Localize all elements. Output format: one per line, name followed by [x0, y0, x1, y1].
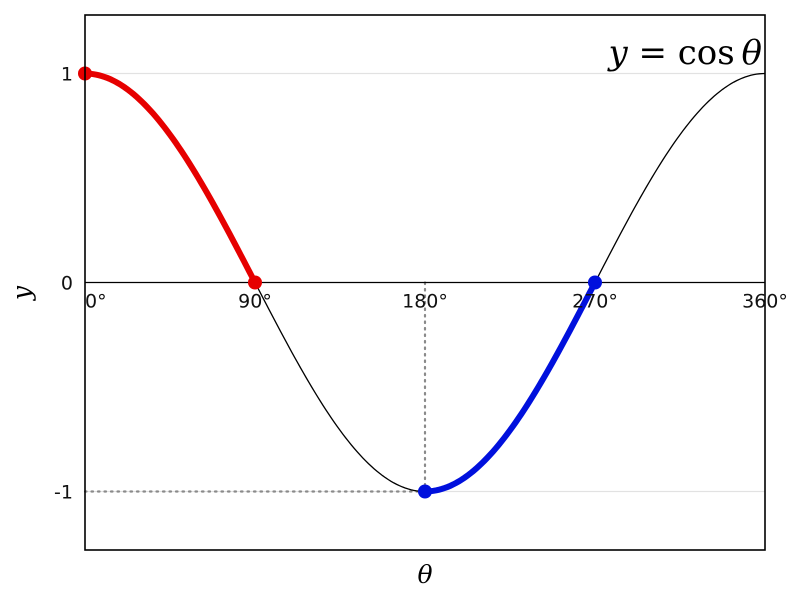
- title-theta: θ: [735, 33, 762, 73]
- plot-frame: [84, 14, 766, 551]
- blue-highlight-curve: [422, 279, 598, 495]
- blue-highlight-endpoint-dot: [418, 484, 432, 499]
- y-tick-label: 0: [61, 273, 73, 295]
- title-y: y: [606, 33, 628, 73]
- blue-highlight-endpoint-dot: [588, 275, 602, 290]
- red-highlight-curve: [82, 70, 258, 286]
- plot-layer: 0° 90° 180° 270° 360° 1 0 -1: [54, 14, 788, 551]
- chart-title: y = cos θ: [606, 33, 762, 73]
- y-tick-label: 1: [61, 64, 73, 86]
- x-tick-label: 0°: [85, 291, 107, 313]
- y-axis-label: y: [7, 285, 36, 301]
- x-tick-label: 180°: [402, 291, 448, 313]
- x-tick-label: 360°: [742, 291, 788, 313]
- x-axis-label: θ: [417, 560, 432, 589]
- x-tick-label: 270°: [572, 291, 618, 313]
- title-equals: =: [628, 33, 678, 73]
- title-cos: cos: [678, 33, 735, 73]
- red-highlight-endpoint-dot: [248, 275, 262, 290]
- y-tick-label: -1: [54, 482, 73, 504]
- x-tick-label: 90°: [238, 291, 272, 313]
